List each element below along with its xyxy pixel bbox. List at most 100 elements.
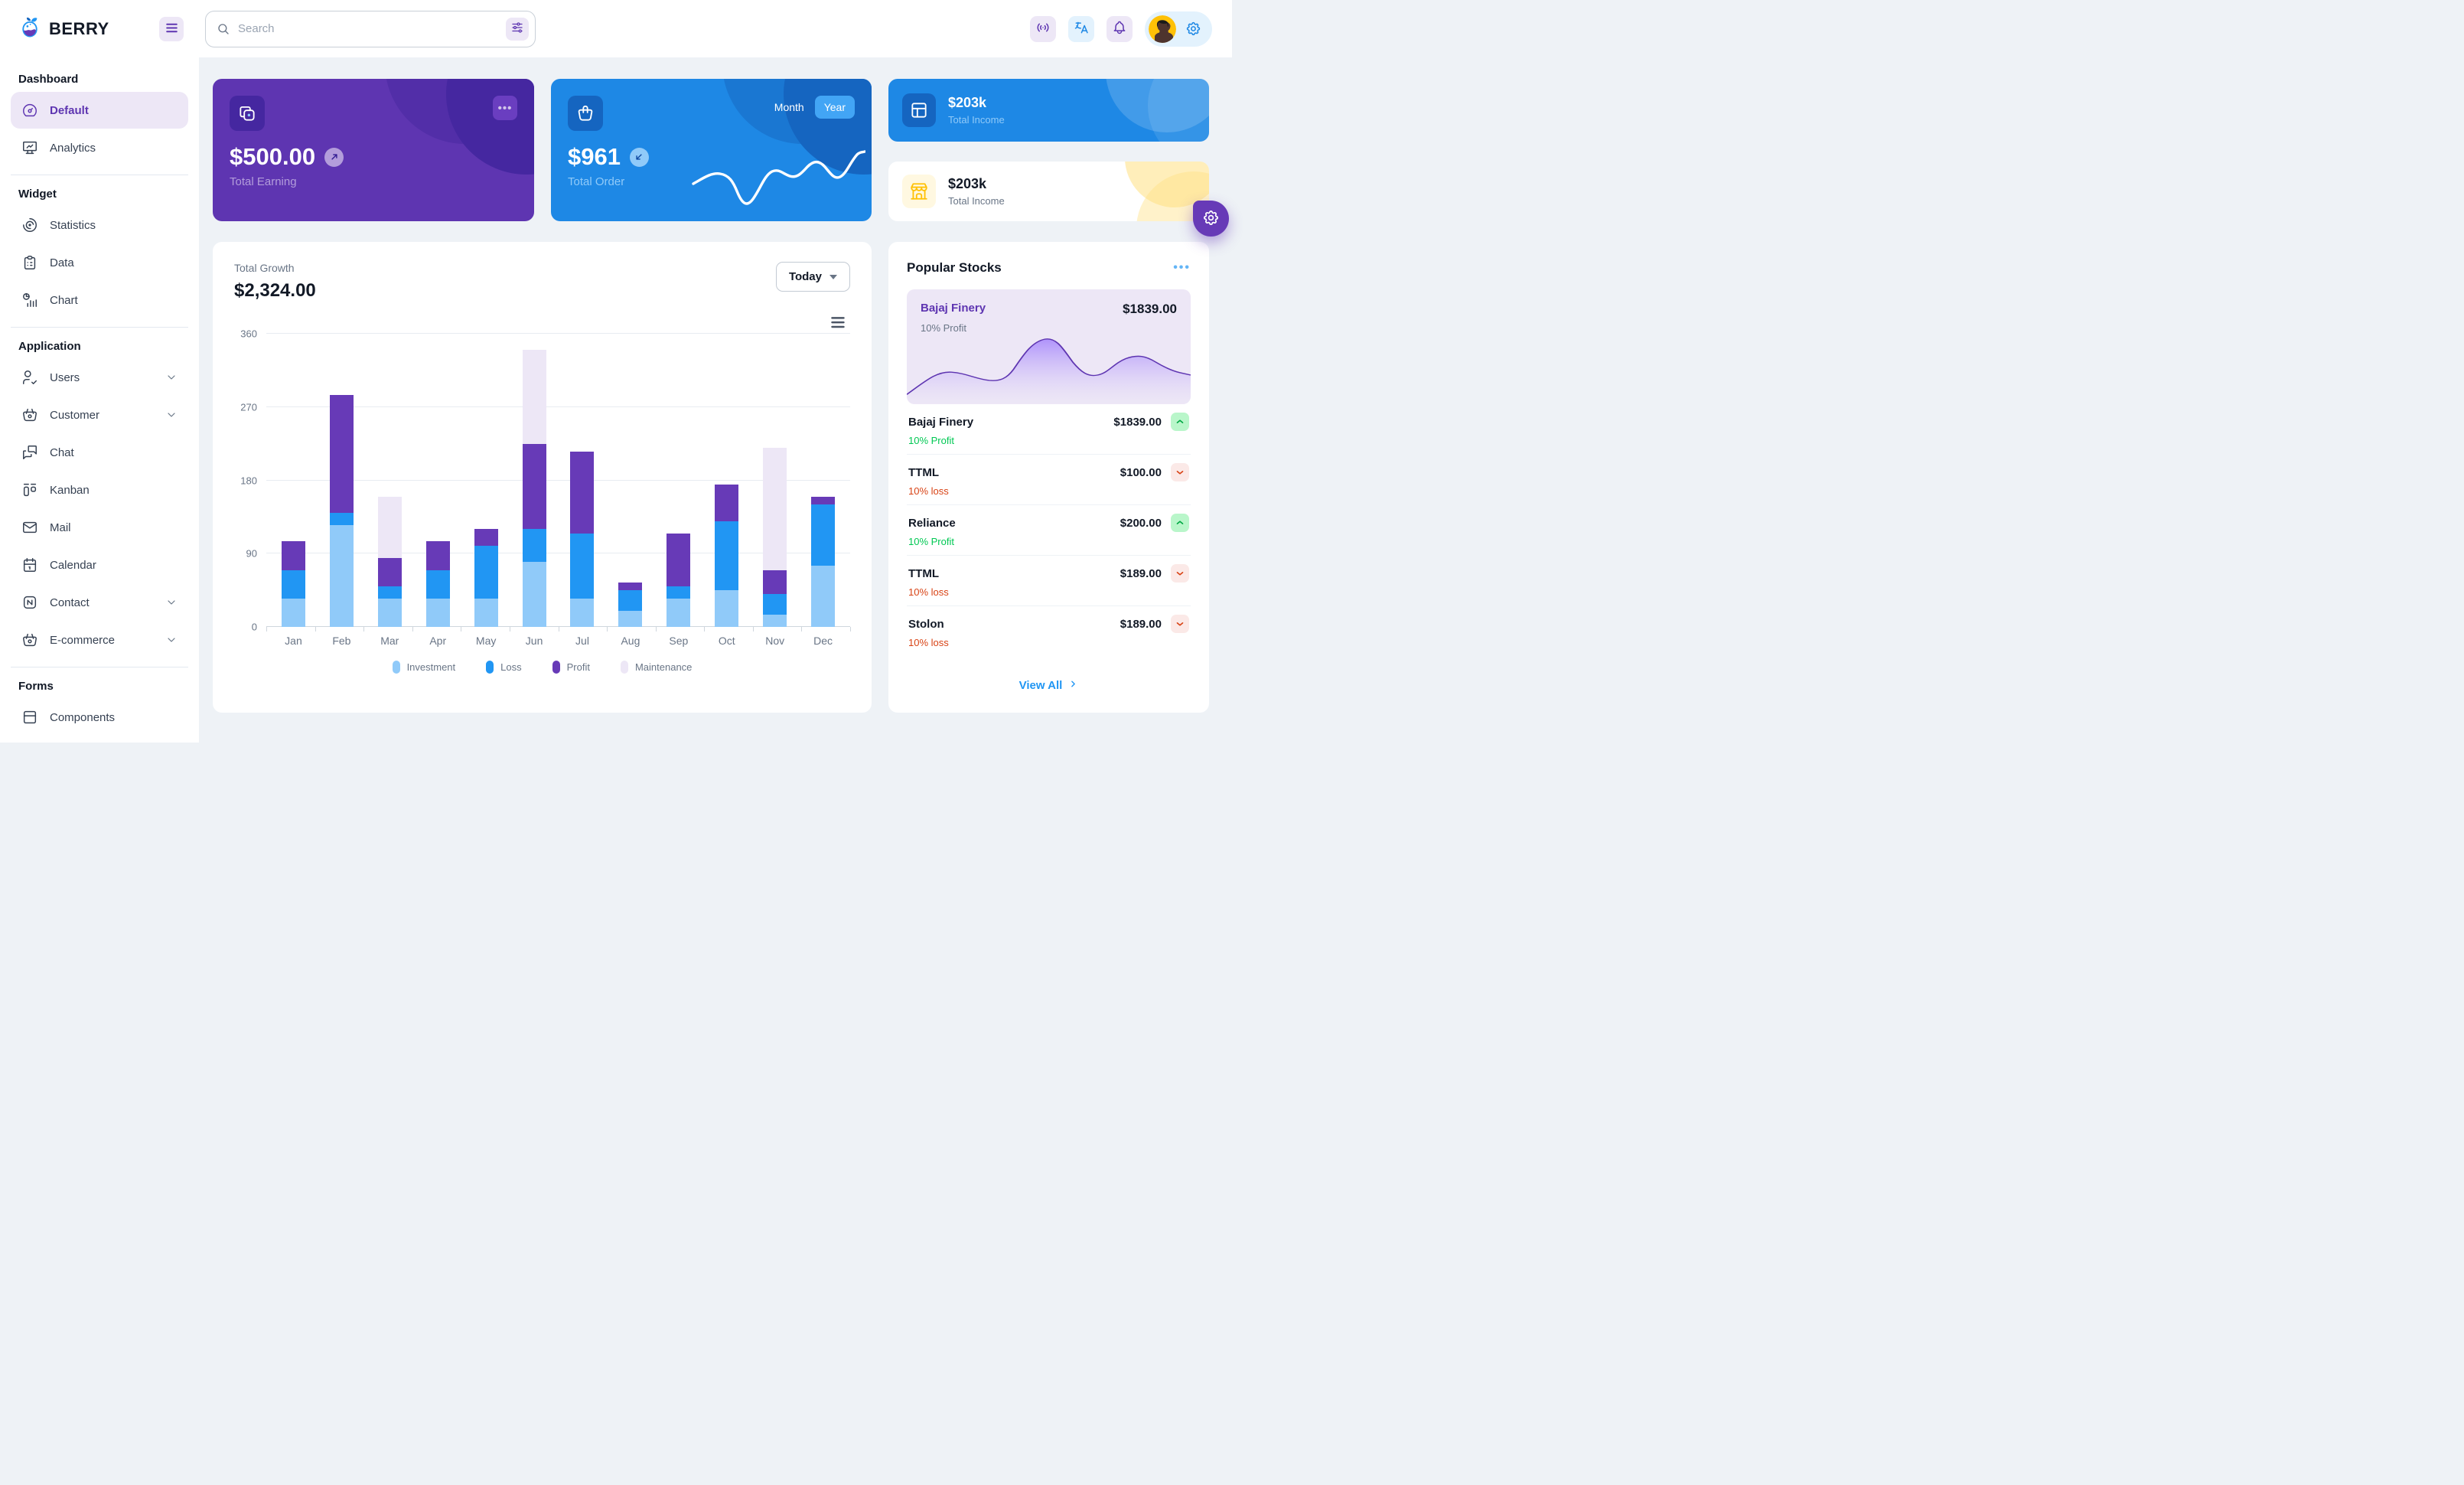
stock-name: Stolon [908,617,944,631]
trend-down-badge [1171,463,1189,481]
legend-item-profit: Profit [552,661,590,674]
broadcast-button[interactable] [1030,15,1056,42]
sidebar-item-chat[interactable]: Chat [11,434,188,471]
chart-legend: Investment Loss Profit Maintenance [234,661,850,674]
bar-stack [715,484,739,627]
sidebar-item-statistics[interactable]: Statistics [11,207,188,243]
bar-stack [570,452,595,627]
bell-icon [1112,20,1127,38]
sidebar-item-users[interactable]: Users [11,359,188,396]
search-input[interactable] [230,22,506,35]
sidebar-item-components[interactable]: Components [11,699,188,736]
stock-row-reliance: Reliance $200.00 10% Profit [907,505,1191,556]
sidebar-item-label: Chat [50,445,74,459]
chart-menu-icon[interactable] [830,315,846,329]
chevron-down-icon [165,409,178,421]
bar-stack [329,394,354,627]
bar-column-nov [751,334,799,627]
language-button[interactable] [1068,15,1094,42]
bar-segment-profit [329,394,354,514]
stock-row-ttml: TTML $189.00 10% loss [907,556,1191,606]
stock-price: $200.00 [1120,516,1162,530]
total-growth-card: Total Growth $2,324.00 Today 0 90 180 270 36… [213,242,872,713]
sidebar-item-contact[interactable]: Contact [11,584,188,621]
bar-column-mar [366,334,414,627]
x-axis-tick [607,627,608,632]
storefront-icon [902,175,936,208]
sidebar-item-chart[interactable]: Chart [11,282,188,318]
x-axis-tick [752,627,754,632]
x-tick-label: Sep [669,635,689,647]
sidebar-item-data[interactable]: Data [11,244,188,281]
profile-menu-button[interactable] [1145,11,1212,47]
total-earning-label: Total Earning [230,175,297,188]
stock-price: $100.00 [1120,465,1162,479]
stock-row-stolon: Stolon $189.00 10% loss [907,606,1191,656]
bar-segment-investment [377,598,402,627]
sidebar-item-label: Default [50,103,89,117]
calendar-icon [21,556,38,573]
bar-segment-maintenance [377,496,402,558]
sidebar-section-forms: Forms Components [11,667,188,742]
period-select-dropdown[interactable]: Today [775,262,850,292]
bar-segment-loss [522,529,546,562]
sidebar-item-calendar[interactable]: Calendar [11,547,188,583]
order-year-toggle[interactable]: Year [814,96,855,119]
bar-segment-loss [570,533,595,599]
stock-change: 10% Profit [908,536,954,547]
gauge-icon [21,102,38,119]
bar-segment-profit [667,533,691,586]
bar-column-jan [269,334,318,627]
bar-segment-loss [425,570,450,599]
highlight-stock-name: Bajaj Finery [921,302,986,315]
sidebar-section-application: Application Users Customer Chat Kanban Mail Ca… [11,327,188,667]
stock-area-chart [907,338,1191,404]
bar-segment-profit [811,496,836,505]
x-tick-label: Mar [380,635,399,647]
sidebar-item-mail[interactable]: Mail [11,509,188,546]
device-analytics-icon [21,139,38,156]
total-earning-card: ••• $500.00 Total Earning [213,79,534,221]
bar-segment-investment [570,598,595,627]
stock-highlight-card[interactable]: Bajaj Finery $1839.00 10% Profit [907,289,1191,404]
bar-stack [811,496,836,627]
x-axis-tick [363,627,365,632]
sidebar-item-customer[interactable]: Customer [11,397,188,433]
income-cards-column: $203k Total Income $203k Total Income [888,79,1209,221]
x-tick-label: Jan [285,635,302,647]
app-header: BERRY [0,0,1232,57]
cards-icon [230,96,265,131]
total-earning-value: $500.00 [230,143,316,170]
customize-button[interactable] [1193,201,1229,237]
chevron-down-icon [165,596,178,609]
search-filter-button[interactable] [506,17,529,41]
bar-segment-profit [474,529,498,546]
bar-segment-profit [763,570,787,595]
notifications-button[interactable] [1107,15,1133,42]
stocks-menu-button[interactable]: ••• [1173,261,1191,274]
sidebar-item-label: Mail [50,521,71,534]
bar-stack [281,541,305,627]
gridline-270 [266,406,850,407]
sliders-icon [510,21,524,37]
sidebar-item-default[interactable]: Default [11,92,188,129]
sidebar-item-analytics[interactable]: Analytics [11,129,188,166]
bar-segment-investment [811,566,836,627]
mail-icon [21,519,38,536]
bar-segment-loss [811,504,836,566]
sidebar-item-label: Chart [50,293,78,307]
sidebar-item-kanban[interactable]: Kanban [11,472,188,508]
earning-card-menu-button[interactable]: ••• [493,96,517,120]
bar-column-jul [559,334,607,627]
bar-segment-profit [715,484,739,521]
total-order-value: $961 [568,143,621,170]
sidebar-toggle-button[interactable] [159,16,184,41]
clipboard-icon [21,254,38,271]
bar-column-feb [318,334,366,627]
sidebar-item-label: E-commerce [50,633,116,647]
sidebar-item-label: Statistics [50,218,96,232]
sidebar-item-label: Calendar [50,558,96,572]
view-all-button[interactable]: View All [1019,679,1079,692]
sidebar-item-e-commerce[interactable]: E-commerce [11,622,188,658]
order-month-toggle[interactable]: Month [765,96,813,119]
